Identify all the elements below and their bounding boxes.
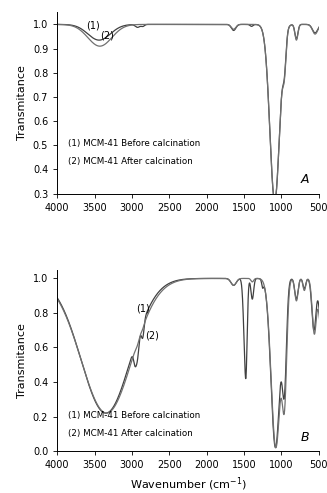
Text: B: B [301, 431, 310, 444]
Text: (1): (1) [136, 303, 150, 313]
Text: (1) MCM-41 Before calcination: (1) MCM-41 Before calcination [68, 139, 200, 148]
Text: (1) MCM-41 Before calcination: (1) MCM-41 Before calcination [68, 411, 200, 420]
Y-axis label: Transmitance: Transmitance [17, 323, 27, 398]
Text: (2) MCM-41 After calcination: (2) MCM-41 After calcination [68, 429, 192, 438]
X-axis label: Wavenumber (cm$^{-1}$): Wavenumber (cm$^{-1}$) [129, 476, 247, 493]
Text: A: A [301, 174, 310, 186]
Text: (2): (2) [146, 331, 159, 341]
Text: (1): (1) [86, 20, 99, 30]
Text: (2): (2) [100, 31, 114, 41]
Y-axis label: Transmitance: Transmitance [17, 66, 27, 141]
Text: (2) MCM-41 After calcination: (2) MCM-41 After calcination [68, 157, 192, 166]
